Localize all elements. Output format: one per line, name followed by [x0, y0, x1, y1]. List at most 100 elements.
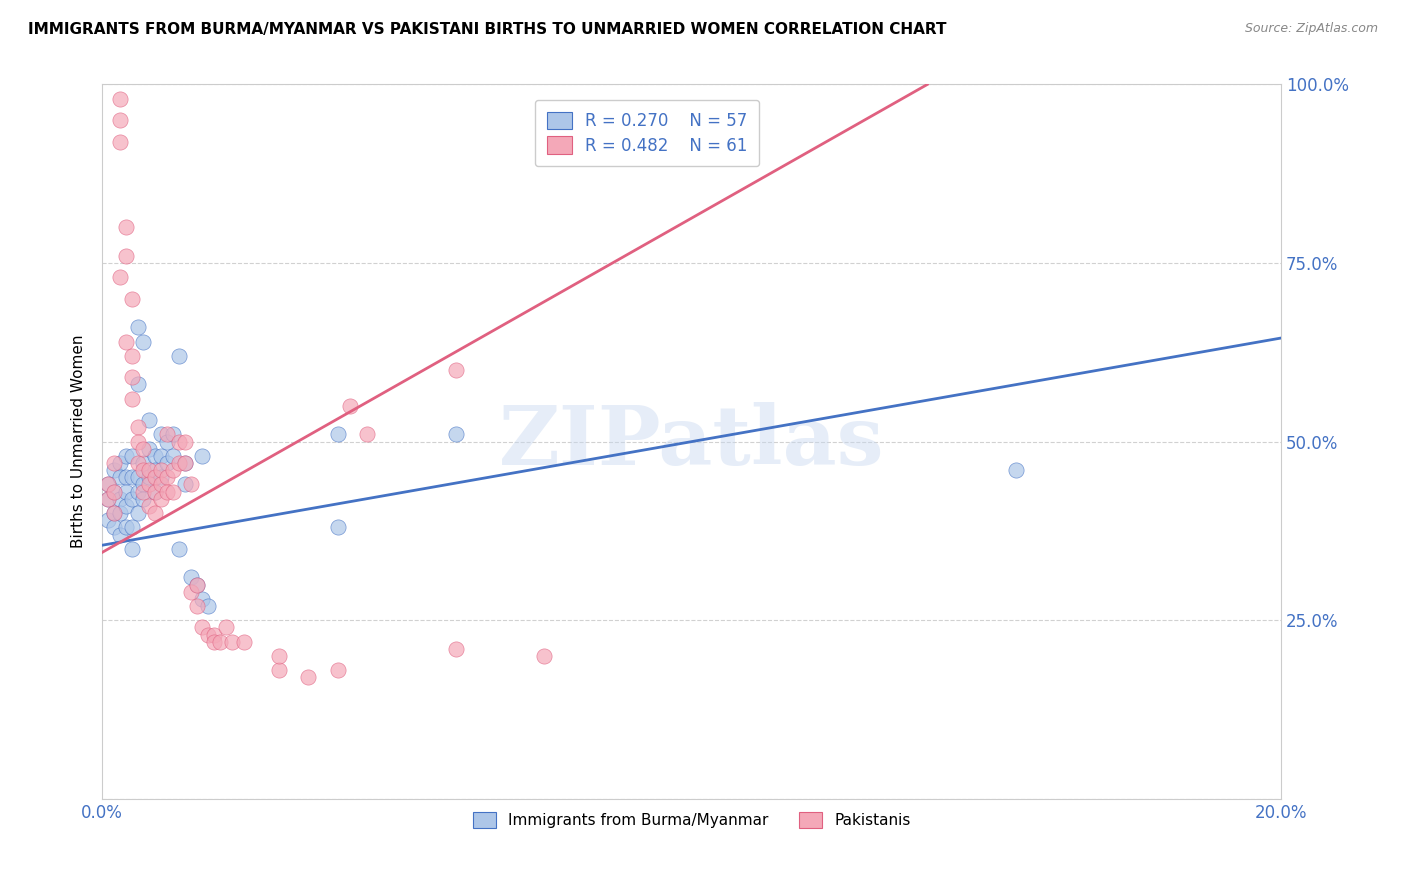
Point	[186, 599, 208, 613]
Point	[356, 427, 378, 442]
Point	[108, 113, 131, 128]
Point	[150, 477, 173, 491]
Point	[150, 427, 173, 442]
Point	[156, 456, 179, 470]
Point	[150, 463, 173, 477]
Point	[103, 506, 125, 520]
Point	[121, 370, 143, 384]
Point	[202, 634, 225, 648]
Point	[97, 477, 120, 491]
Point	[132, 334, 155, 349]
Point	[132, 442, 155, 456]
Point	[326, 520, 349, 534]
Point	[114, 249, 136, 263]
Point	[167, 456, 190, 470]
Point	[103, 520, 125, 534]
Point	[173, 477, 195, 491]
Point	[326, 427, 349, 442]
Point	[138, 470, 160, 484]
Point	[114, 220, 136, 235]
Point	[162, 449, 184, 463]
Point	[444, 641, 467, 656]
Point	[132, 456, 155, 470]
Point	[138, 413, 160, 427]
Point	[108, 92, 131, 106]
Point	[127, 434, 149, 449]
Point	[108, 270, 131, 285]
Point	[143, 484, 166, 499]
Point	[267, 663, 290, 677]
Point	[114, 484, 136, 499]
Point	[127, 484, 149, 499]
Point	[114, 334, 136, 349]
Point	[156, 470, 179, 484]
Point	[267, 648, 290, 663]
Point	[156, 427, 179, 442]
Point	[121, 470, 143, 484]
Point	[132, 463, 155, 477]
Point	[138, 499, 160, 513]
Point	[156, 484, 179, 499]
Point	[533, 648, 555, 663]
Point	[127, 506, 149, 520]
Point	[121, 349, 143, 363]
Point	[173, 434, 195, 449]
Point	[103, 463, 125, 477]
Point	[103, 484, 125, 499]
Point	[215, 620, 238, 634]
Point	[121, 541, 143, 556]
Point	[132, 491, 155, 506]
Point	[121, 449, 143, 463]
Point	[103, 456, 125, 470]
Point	[143, 470, 166, 484]
Point	[108, 506, 131, 520]
Point	[127, 456, 149, 470]
Point	[173, 456, 195, 470]
Point	[97, 513, 120, 527]
Point	[114, 449, 136, 463]
Point	[121, 491, 143, 506]
Point	[162, 427, 184, 442]
Point	[143, 463, 166, 477]
Point	[108, 491, 131, 506]
Point	[167, 541, 190, 556]
Point	[339, 399, 361, 413]
Point	[132, 484, 155, 499]
Point	[167, 349, 190, 363]
Point	[186, 577, 208, 591]
Point	[132, 477, 155, 491]
Point	[103, 506, 125, 520]
Point	[97, 491, 120, 506]
Point	[127, 420, 149, 434]
Text: Source: ZipAtlas.com: Source: ZipAtlas.com	[1244, 22, 1378, 36]
Point	[121, 292, 143, 306]
Point	[186, 577, 208, 591]
Point	[138, 477, 160, 491]
Point	[114, 520, 136, 534]
Point	[444, 427, 467, 442]
Point	[138, 442, 160, 456]
Point	[97, 477, 120, 491]
Point	[1004, 463, 1026, 477]
Point	[173, 456, 195, 470]
Point	[197, 599, 219, 613]
Point	[167, 434, 190, 449]
Point	[444, 363, 467, 377]
Point	[143, 449, 166, 463]
Point	[127, 377, 149, 392]
Point	[103, 484, 125, 499]
Point	[326, 663, 349, 677]
Point	[127, 470, 149, 484]
Point	[180, 584, 202, 599]
Y-axis label: Births to Unmarried Women: Births to Unmarried Women	[72, 334, 86, 549]
Point	[114, 499, 136, 513]
Point	[150, 449, 173, 463]
Point	[108, 456, 131, 470]
Point	[191, 591, 214, 606]
Point	[127, 320, 149, 334]
Point	[150, 470, 173, 484]
Point	[143, 506, 166, 520]
Point	[156, 434, 179, 449]
Point	[97, 491, 120, 506]
Point	[121, 520, 143, 534]
